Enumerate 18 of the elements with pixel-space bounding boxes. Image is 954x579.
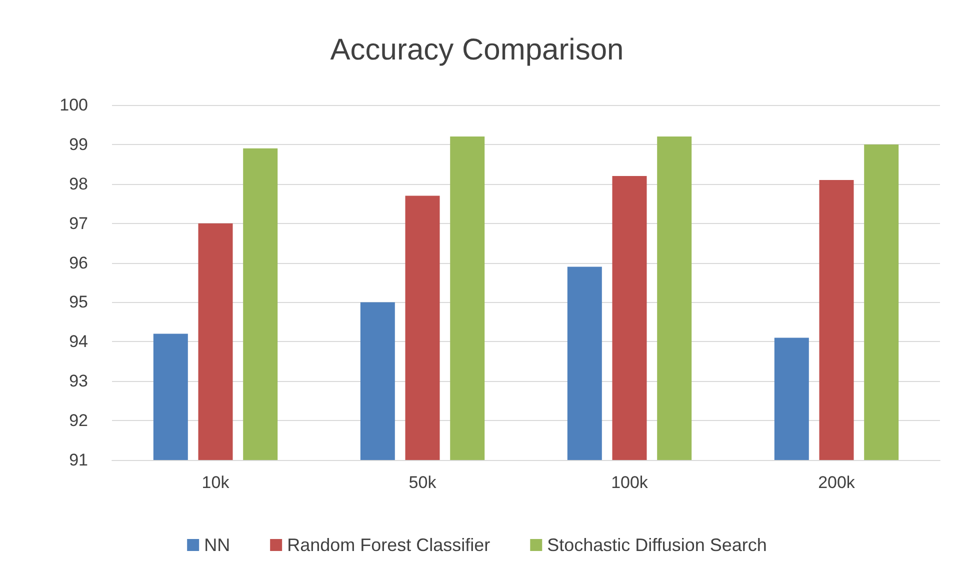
- x-tick-label: 50k: [408, 473, 437, 492]
- y-tick-label: 91: [69, 450, 88, 470]
- legend-label: Stochastic Diffusion Search: [547, 535, 767, 555]
- legend-label: NN: [204, 535, 230, 555]
- y-tick-label: 94: [69, 332, 88, 352]
- x-tick-label: 100k: [611, 473, 648, 492]
- chart-title: Accuracy Comparison: [330, 34, 624, 66]
- y-tick-label: 92: [69, 411, 88, 430]
- y-tick-label: 98: [69, 174, 88, 194]
- y-tick-label: 96: [69, 253, 88, 272]
- y-tick-label: 99: [69, 134, 88, 154]
- y-tick-label: 100: [60, 96, 88, 114]
- x-tick-label: 10k: [202, 473, 230, 492]
- x-tick-label: 200k: [818, 473, 856, 492]
- y-tick-label: 93: [69, 372, 88, 391]
- legend-label: Random Forest Classifier: [287, 535, 490, 555]
- y-tick-label: 95: [69, 292, 88, 312]
- y-tick-label: 97: [69, 214, 88, 233]
